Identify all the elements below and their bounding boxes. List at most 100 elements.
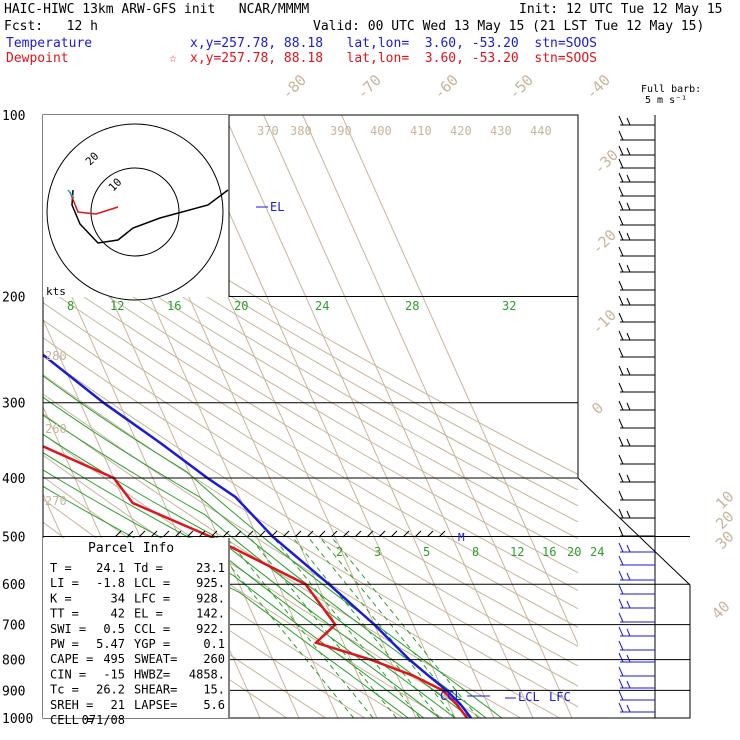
- mixing-ratio-label: 24: [590, 545, 604, 559]
- wind-barb-flag: [618, 158, 624, 169]
- mixing-ratio-label: 28: [405, 299, 419, 313]
- freezing-level-tick: [222, 530, 230, 538]
- wind-barb-flag: [618, 690, 624, 701]
- wind-barb-flag: [618, 365, 624, 376]
- wind-barb-flag: [618, 130, 624, 141]
- freezing-level-tick: [258, 530, 266, 538]
- wind-barb-flag: [618, 526, 624, 537]
- mixing-ratio-label: 16: [542, 545, 556, 559]
- freezing-level-tick: [354, 530, 362, 538]
- wind-barb-flag: [618, 612, 624, 623]
- theta-label: 440: [530, 124, 552, 138]
- dry-adiabat: [43, 337, 578, 667]
- parcel-info-label: LFC =: [134, 591, 170, 605]
- annotation-m: M: [458, 531, 465, 544]
- wind-barb-flag: [626, 174, 631, 183]
- parcel-info-value: 071/08: [82, 713, 125, 727]
- pressure-label: 200: [2, 291, 25, 306]
- freezing-level-tick: [390, 530, 398, 538]
- parcel-info-value: 23.1: [196, 561, 225, 575]
- theta-label: 410: [410, 124, 432, 138]
- freezing-level-tick: [150, 530, 158, 538]
- wind-barb-flag: [618, 598, 624, 609]
- wind-barb-flag: [618, 330, 624, 341]
- dry-adiabat: [43, 221, 578, 540]
- legend-dewpoint-label: Dewpoint: [6, 51, 69, 66]
- freezing-level-tick: [294, 530, 302, 538]
- barb-legend-line2: 5 m s⁻¹: [645, 95, 688, 106]
- parcel-info-label: CIN =: [50, 667, 86, 681]
- mixing-ratio-line: [248, 536, 397, 718]
- annotation-ccl: CCL: [440, 689, 462, 703]
- model-title: HAIC-HIWC 13km ARW-GFS init NCAR/MMMM: [4, 2, 310, 17]
- freezing-level-tick: [438, 530, 446, 538]
- hodograph-ring-outer: [46, 123, 224, 301]
- parcel-info-title: Parcel Info: [88, 541, 174, 556]
- wind-barb-flag: [618, 418, 624, 429]
- freezing-level-tick: [198, 530, 206, 538]
- freezing-level-tick: [330, 530, 338, 538]
- wind-barb-flag: [618, 472, 624, 483]
- wind-barb-flag: [618, 382, 624, 393]
- dry-adiabat: [43, 285, 578, 610]
- theta-label: 380: [290, 124, 312, 138]
- theta-label: 400: [370, 124, 392, 138]
- wind-barb-flag: [618, 436, 624, 447]
- wind-barb-flag: [618, 280, 624, 291]
- parcel-info-label: Tc =: [50, 683, 79, 697]
- mixing-ratio-label: 12: [110, 299, 124, 313]
- theta-label: 420: [450, 124, 472, 138]
- valid-time: Valid: 00 UTC Wed 13 May 15 (21 LST Tue …: [313, 19, 705, 34]
- dry-adiabat: [43, 236, 578, 556]
- mixing-ratio-label: 32: [502, 299, 516, 313]
- parcel-info-value: 15.: [203, 683, 225, 697]
- theta-label: 430: [490, 124, 512, 138]
- hodograph-trace-low: [69, 191, 119, 215]
- isotherm-label: 0: [588, 399, 607, 418]
- isotherm-label: -70: [353, 71, 385, 103]
- wind-barb-flag: [618, 640, 624, 651]
- wind-barb-flag: [626, 202, 631, 211]
- parcel-info-label: Td =: [134, 561, 163, 575]
- dry-adiabat: [43, 355, 578, 687]
- pressure-label: 300: [2, 397, 25, 412]
- freezing-level-tick: [378, 530, 386, 538]
- parcel-info-value: 34: [111, 591, 125, 605]
- parcel-info-label: LCL =: [134, 576, 170, 590]
- freezing-level-tick: [186, 530, 194, 538]
- mixing-ratio-label: 12: [510, 545, 524, 559]
- parcel-info-label: YGP =: [134, 637, 170, 651]
- parcel-info-label: PW =: [50, 637, 79, 651]
- wind-barb-flag: [626, 628, 631, 637]
- wind-barb-flag: [618, 312, 624, 323]
- freezing-level-tick: [270, 530, 278, 538]
- parcel-info-value: 260: [203, 652, 225, 666]
- wind-barb-flag: [618, 347, 624, 358]
- dry-adiabat: [43, 206, 578, 523]
- theta-label: 270: [45, 494, 67, 508]
- wind-barb-flag: [618, 215, 624, 226]
- parcel-info-value: 5.6: [203, 698, 225, 712]
- theta-label: 370: [257, 124, 279, 138]
- legend-temperature-label: Temperature: [6, 36, 93, 51]
- legend-dewpoint-info: x,y=257.78, 88.18 lat,lon= 3.60, -53.20 …: [190, 51, 597, 66]
- wind-barb-flag: [618, 454, 624, 465]
- freezing-level-tick: [306, 530, 314, 538]
- wind-barb-flag: [626, 147, 631, 156]
- wind-barb-flag: [618, 400, 624, 411]
- dry-adiabat: [43, 191, 578, 507]
- freezing-level-tick: [114, 530, 122, 538]
- mixing-ratio-line: [272, 536, 421, 718]
- hodograph-unit: kts: [46, 285, 66, 298]
- isotherm-label: -30: [590, 146, 622, 178]
- wind-barb-flag: [626, 367, 631, 376]
- wind-barb-flag: [626, 402, 631, 411]
- barb-legend-line1: Full barb:: [641, 84, 702, 95]
- wind-barb-flag: [618, 702, 624, 713]
- parcel-info-label: CELL =: [50, 713, 93, 727]
- parcel-info-value: 0.1: [203, 637, 225, 651]
- dry-adiabat: [43, 319, 578, 647]
- mixing-ratio-label: 8: [67, 299, 74, 313]
- parcel-info-value: 0.5: [103, 622, 125, 636]
